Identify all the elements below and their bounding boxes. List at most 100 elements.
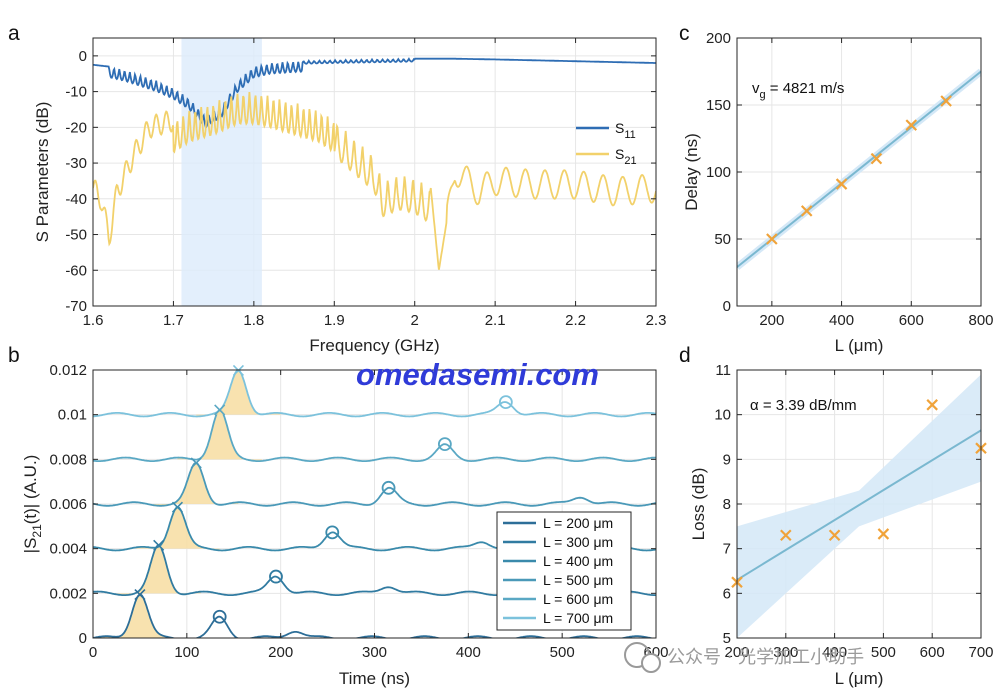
x-tick-label: 2 [411, 312, 419, 329]
y-axis-label: S Parameters (dB) [33, 102, 52, 243]
panel-b: 0 100 200 300 400 500 60000.0020.0040.0060.008… [21, 362, 669, 688]
legend-entry: L = 400 μm [543, 553, 613, 569]
plot-area [737, 68, 981, 270]
pulse-fill [196, 370, 281, 417]
data-point-marker [940, 95, 952, 107]
y-axis-label: Loss (dB) [689, 468, 708, 541]
x-tick-label: 400 [822, 644, 847, 661]
y-tick-label: -50 [65, 227, 87, 244]
peak-cross-marker [214, 404, 226, 416]
legend-entry: L = 200 μm [543, 515, 613, 531]
y-tick-label: 0.002 [49, 585, 87, 602]
x-tick-label: 1.6 [83, 312, 104, 329]
panel-c: 200 400 600 800 0 50 100 150 200 L (μm) Delay (ns) [682, 30, 994, 355]
x-axis-label: Time (ns) [339, 669, 410, 688]
pulse-fill [135, 507, 220, 551]
data-point-marker [877, 528, 890, 540]
data-point-marker [926, 399, 938, 411]
y-tick-label: -70 [65, 298, 87, 315]
x-tick-label: 1.7 [163, 312, 184, 329]
fit-line [737, 429, 981, 581]
y-tick-label: 0.006 [49, 496, 87, 513]
y-axis-label: |S21(t)| (A.U.) [21, 455, 44, 554]
y-tick-label: -60 [65, 262, 87, 279]
peak-cross-marker [190, 457, 202, 469]
x-tick-label: 1.8 [243, 312, 264, 329]
fit-line [737, 70, 981, 268]
data-point-marker [800, 205, 813, 217]
panel-d: 200 300 400 500 600 700 5 6 7 8 9 10 11 L (μm) Loss (d… [689, 362, 994, 688]
x-tick-label: 400 [456, 644, 481, 661]
pulse-fill [116, 545, 201, 596]
x-tick-label: 400 [829, 312, 854, 329]
y-tick-label: -20 [65, 119, 87, 136]
series-line [93, 462, 656, 507]
y-tick-label: 11 [715, 362, 731, 379]
echo-circle-marker [212, 609, 227, 624]
alpha-annotation: α = 3.39 dB/mm [750, 397, 857, 414]
pulse-fill [153, 463, 239, 506]
series-line [93, 370, 656, 418]
echo-circle-marker [381, 480, 396, 495]
y-tick-label: 200 [706, 30, 731, 47]
x-tick-label: 300 [362, 644, 387, 661]
y-tick-label: 0 [79, 630, 87, 647]
data-point-marker [780, 529, 792, 542]
echo-circle-marker [325, 525, 340, 540]
y-tick-label: 10 [714, 407, 731, 424]
panel-label-d: d [679, 344, 691, 367]
y-tick-label: 0 [723, 298, 731, 315]
y-tick-label: 8 [723, 496, 731, 513]
panel-a: 1.6 1.7 1.8 1.9 2 2.1 2.2 2.3 0 -10 -20 -30 -40 -50 -6… [33, 37, 666, 355]
y-tick-label: 9 [723, 451, 731, 468]
data-point-marker [828, 529, 841, 542]
y-tick-label: 6 [723, 585, 731, 602]
x-tick-label: 0 [89, 644, 97, 661]
y-tick-label: 0.012 [49, 362, 87, 379]
x-axis-label: L (μm) [835, 669, 884, 688]
x-tick-label: 200 [759, 312, 784, 329]
x-tick-label: 200 [268, 644, 293, 661]
y-axis-label: Delay (ns) [682, 133, 701, 210]
panel-label-a: a [8, 22, 20, 45]
x-axis-label: L (μm) [835, 336, 884, 355]
plot-area [93, 38, 656, 306]
x-tick-label: 2.2 [565, 312, 586, 329]
y-tick-label: -10 [65, 84, 87, 101]
x-tick-label: 500 [550, 644, 575, 661]
data-point-marker [835, 178, 848, 190]
echo-circle-marker [269, 569, 283, 584]
legend: L = 200 μm L = 300 μm L = 400 μm L = 500 μm… [496, 511, 632, 631]
plot-area [737, 374, 981, 638]
watermark-secondary: 公众号 · 光学加工小助手 [667, 647, 864, 668]
panel-label-c: c [679, 22, 690, 45]
x-tick-label: 2.1 [485, 312, 506, 329]
series-line-s21 [93, 92, 656, 270]
legend-entry: L = 300 μm [543, 534, 613, 550]
plot-frame [92, 37, 657, 307]
series-line-s11 [93, 57, 656, 128]
y-tick-label: 0.004 [49, 541, 87, 558]
legend-entry: L = 600 μm [543, 591, 613, 607]
x-tick-label: 100 [174, 644, 199, 661]
legend-entry: L = 500 μm [543, 572, 613, 588]
y-tick-label: 150 [706, 97, 731, 114]
y-tick-label: -40 [65, 191, 87, 208]
y-tick-label: 0 [79, 48, 87, 65]
series-line [93, 408, 656, 463]
y-tick-label: 7 [723, 541, 731, 558]
legend-box [496, 511, 632, 631]
x-tick-label: 500 [871, 644, 896, 661]
echo-circle-marker [437, 437, 452, 452]
wechat-logo-icon [624, 642, 661, 673]
x-tick-label: 300 [773, 644, 798, 661]
data-point-marker [905, 119, 918, 131]
vg-annotation: vg = 4821 m/s [752, 80, 844, 101]
panel-label-b: b [8, 344, 20, 367]
y-tick-label: 50 [714, 231, 731, 248]
pulse-fill [177, 409, 262, 462]
x-tick-label: 600 [920, 644, 945, 661]
data-point-marker [766, 233, 778, 245]
legend-entry: S11 [615, 120, 636, 141]
